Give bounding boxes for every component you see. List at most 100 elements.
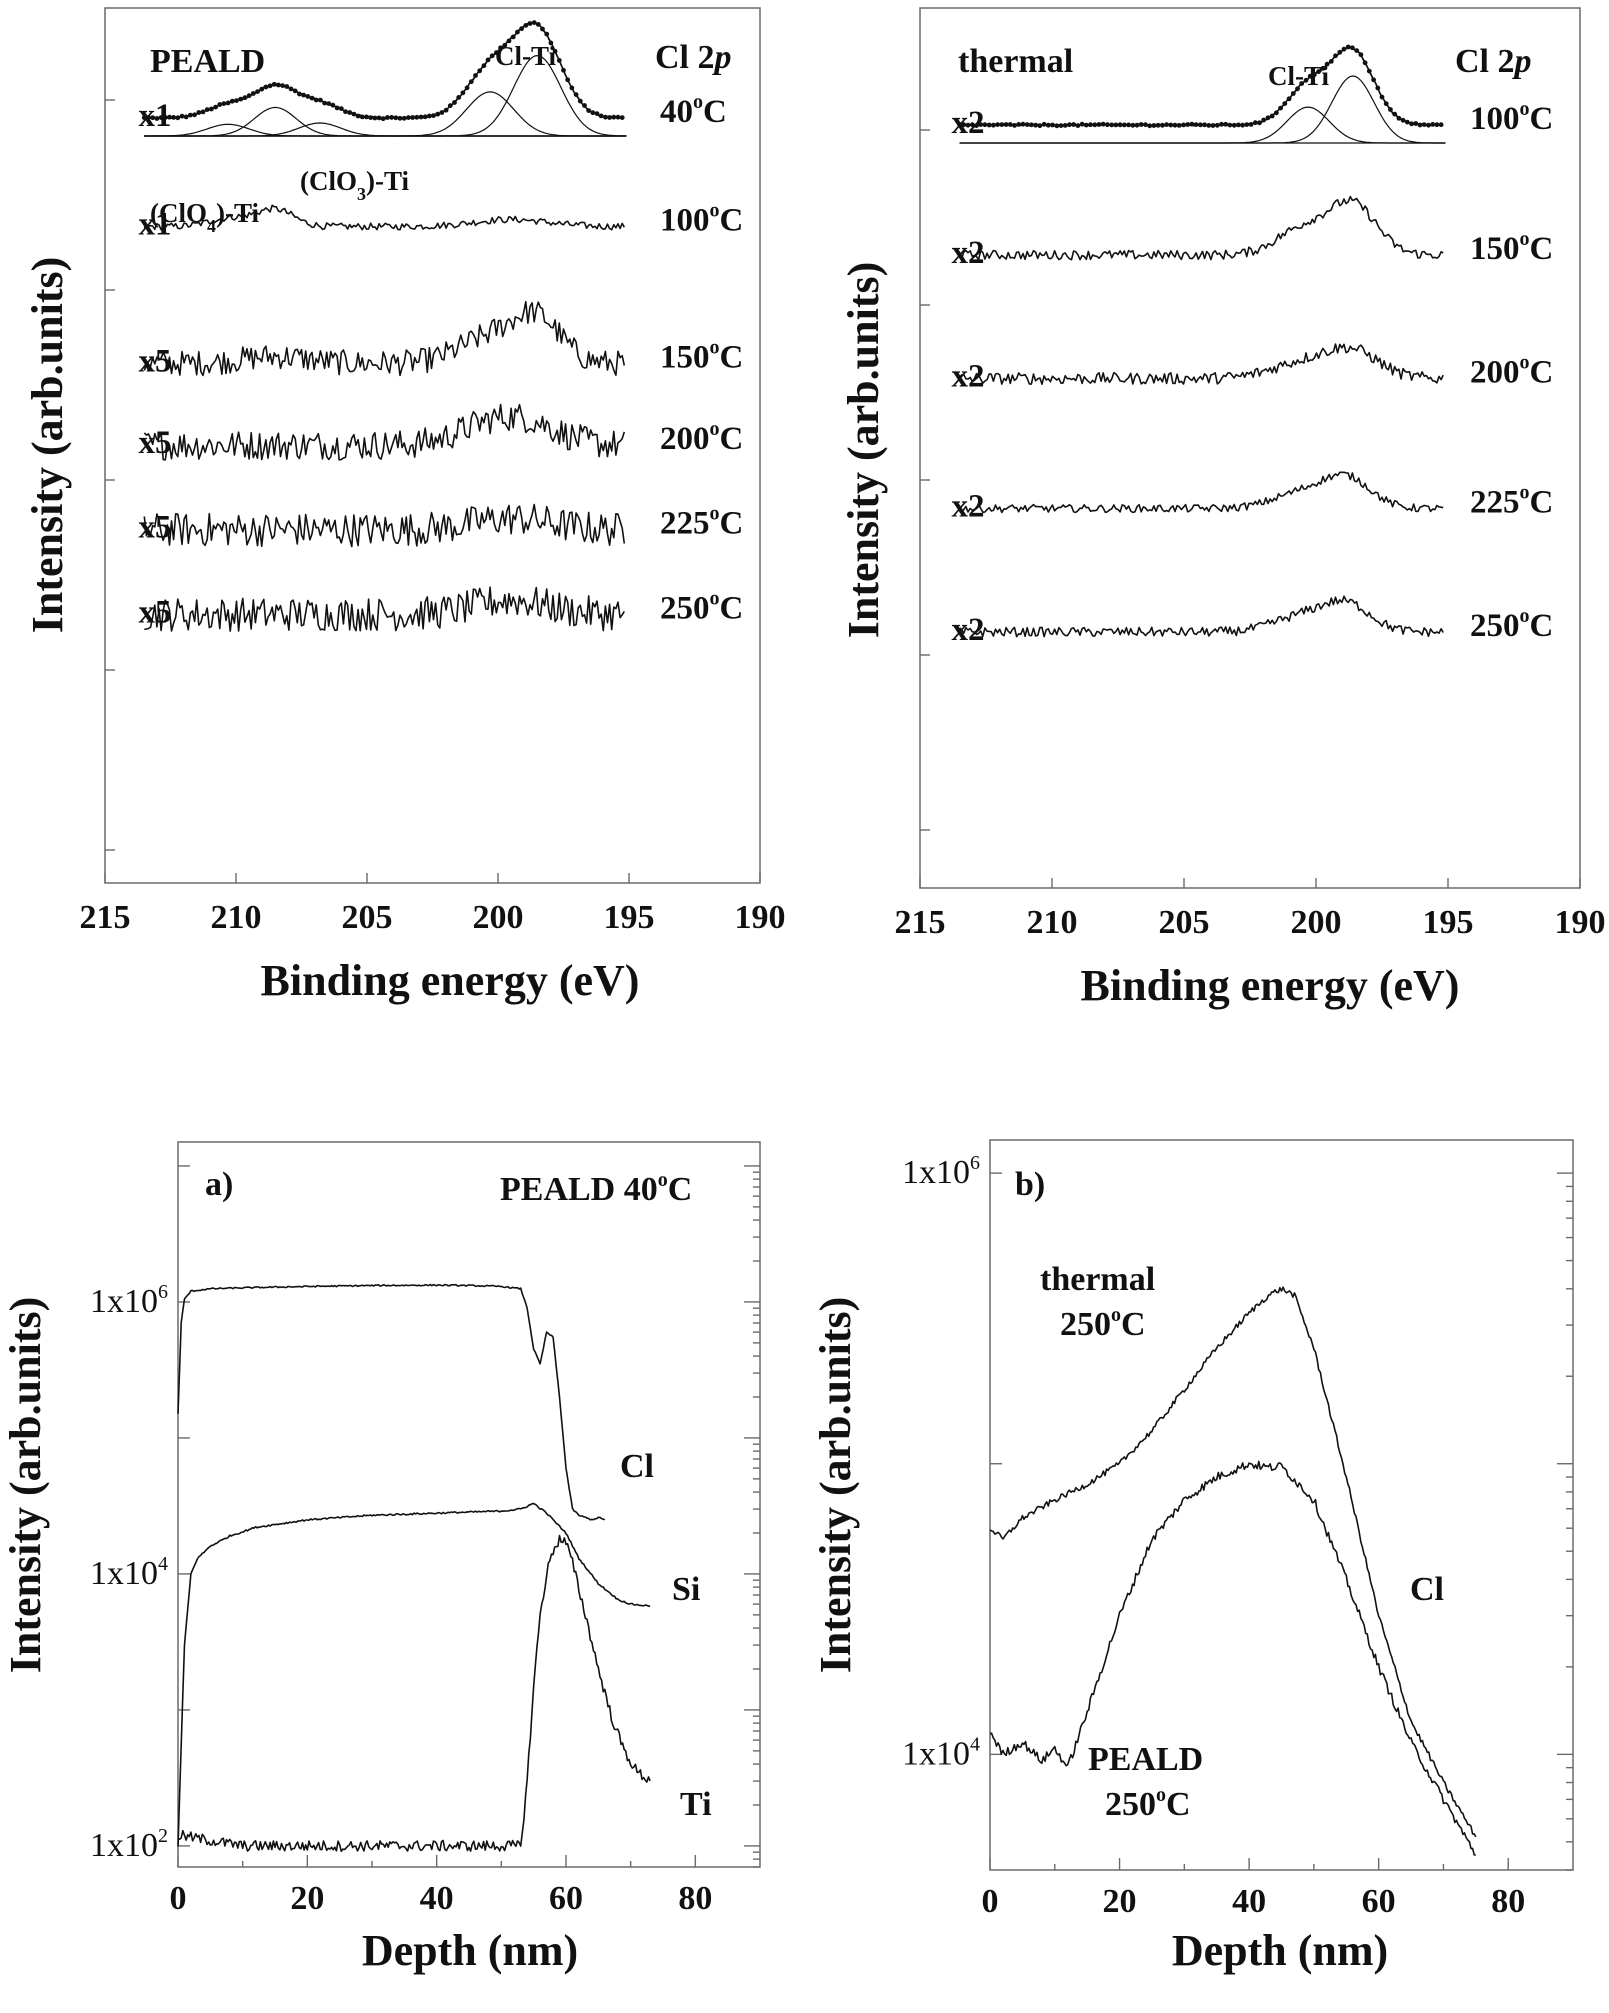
data-point: [1252, 120, 1258, 126]
series-label-peald-temp: 250oC: [1105, 1784, 1191, 1823]
x-tick-label-3: 200: [473, 899, 524, 936]
core-level-main: Cl 2: [655, 39, 715, 76]
plot-frame: [104, 7, 761, 884]
data-point: [577, 98, 583, 104]
temp-label-40: 40oC: [660, 91, 727, 130]
data-point: [238, 96, 244, 102]
x-tick-label-5: 190: [1555, 904, 1606, 941]
data-point: [1079, 121, 1085, 127]
data-point: [250, 91, 256, 96]
data-point: [1316, 69, 1321, 75]
data-point: [401, 115, 407, 121]
data-point: [1371, 77, 1376, 83]
data-point: [464, 85, 470, 91]
data-point: [473, 73, 478, 78]
depth-series-thermal-250-c: [989, 1286, 1477, 1838]
data-point: [1303, 77, 1309, 83]
data-point: [1109, 122, 1115, 128]
data-point: [364, 114, 369, 120]
spectrum-100: [143, 204, 626, 231]
x-tick-label-5: 190: [735, 899, 786, 936]
data-point: [1261, 117, 1267, 123]
data-point: [1029, 122, 1034, 128]
panel-label: a): [205, 1166, 233, 1203]
data-point: [410, 115, 415, 120]
x-tick-label-1: 20: [290, 1880, 324, 1917]
data-point: [1062, 123, 1068, 128]
data-point: [1092, 122, 1098, 128]
data-point: [978, 122, 984, 127]
data-point: [1083, 122, 1089, 128]
data-point: [969, 122, 975, 128]
spectrum-250: [959, 595, 1444, 638]
data-point: [1096, 122, 1102, 127]
data-point: [183, 114, 189, 120]
data-point: [468, 79, 474, 85]
data-point: [1164, 122, 1169, 127]
y-axis-title: Intensity (arb.units): [23, 257, 72, 634]
scale-label-250: x5: [139, 594, 172, 630]
data-point: [326, 101, 332, 106]
data-point: [1227, 122, 1233, 128]
scale-label-100: x2: [952, 105, 985, 141]
data-point: [598, 113, 604, 119]
data-point: [1202, 122, 1207, 128]
series-label-ti: Ti: [680, 1786, 712, 1823]
x-tick-label-4: 80: [1491, 1883, 1525, 1920]
peak-label-clti: Cl-Ti: [495, 41, 557, 71]
core-level-italic: p: [1512, 43, 1532, 80]
data-point: [535, 22, 541, 27]
data-point: [1286, 96, 1292, 102]
depth-series-peald-250-c: [989, 1460, 1476, 1856]
x-axis-title: Depth (nm): [362, 1926, 578, 1975]
temp-label-200: 200oC: [1470, 352, 1553, 391]
data-point: [1016, 122, 1022, 127]
data-point: [343, 109, 348, 115]
data-point: [242, 95, 248, 101]
data-point: [481, 63, 487, 69]
data-point: [380, 116, 386, 122]
temp-label-100: 100oC: [1470, 98, 1553, 137]
fit-component-2: [144, 106, 627, 137]
data-point: [1172, 122, 1178, 128]
data-point: [1354, 48, 1360, 53]
data-point: [146, 115, 151, 121]
data-point: [494, 50, 499, 56]
y-axis-title: Intensity (arb.units): [839, 262, 888, 639]
spectrum-200: [959, 343, 1444, 385]
data-point: [1248, 122, 1254, 127]
data-point: [225, 100, 231, 106]
data-point: [1024, 122, 1030, 127]
data-point: [301, 92, 306, 98]
peak-label-clti: Cl-Ti: [1268, 61, 1330, 91]
data-point: [204, 107, 210, 112]
x-tick-label-0: 215: [80, 899, 131, 936]
data-point: [246, 93, 252, 99]
data-point: [1231, 122, 1237, 128]
data-point: [1257, 120, 1262, 126]
data-point: [506, 38, 512, 44]
data-point: [477, 68, 483, 74]
fit-component-1: [144, 91, 627, 137]
data-point: [1388, 107, 1393, 112]
data-point: [999, 122, 1005, 127]
x-tick-label-1: 20: [1103, 1883, 1137, 1920]
data-point: [1341, 46, 1347, 52]
scale-label-200: x2: [952, 359, 985, 395]
y-axis-title: Intensity (arb.units): [811, 1297, 860, 1674]
data-point: [1269, 113, 1275, 119]
data-point: [435, 111, 441, 117]
data-point: [991, 122, 996, 128]
temp-label-150: 150oC: [1470, 228, 1553, 267]
spectrum-225: [959, 471, 1444, 514]
x-axis-title: Depth (nm): [1172, 1926, 1388, 1975]
x-tick-label-2: 40: [1232, 1883, 1266, 1920]
data-point: [1282, 101, 1288, 106]
data-point: [1041, 121, 1047, 127]
data-point: [1413, 121, 1419, 126]
data-point: [515, 29, 520, 35]
data-point: [1417, 122, 1423, 128]
depth-series-cl: [177, 1283, 606, 1521]
data-point: [263, 84, 269, 90]
data-point: [965, 122, 971, 128]
